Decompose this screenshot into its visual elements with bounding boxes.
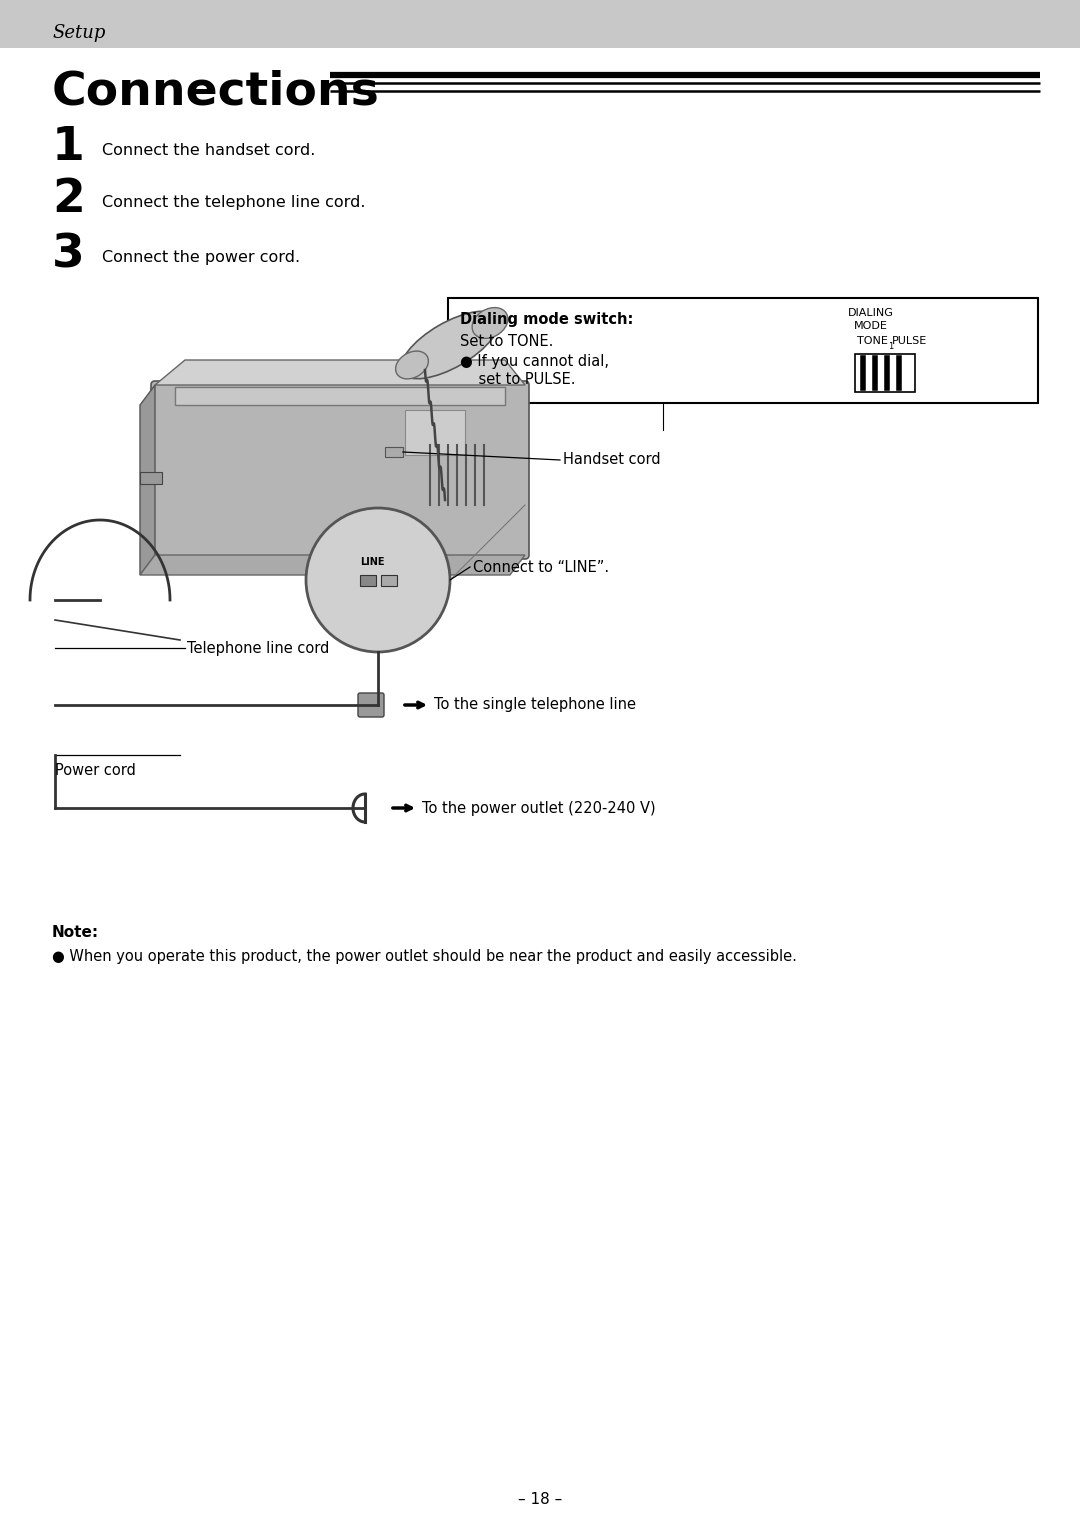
Text: 1: 1 <box>52 125 85 171</box>
Text: ● When you operate this product, the power outlet should be near the product and: ● When you operate this product, the pow… <box>52 949 797 964</box>
Bar <box>0 0 1080 47</box>
Text: Note:: Note: <box>52 924 99 940</box>
Bar <box>405 410 465 455</box>
Text: TONE: TONE <box>858 336 888 345</box>
FancyBboxPatch shape <box>151 380 529 559</box>
Bar <box>855 354 915 393</box>
Text: Telephone line cord: Telephone line cord <box>187 640 329 656</box>
Text: Set to TONE.: Set to TONE. <box>460 335 553 348</box>
Polygon shape <box>140 385 156 575</box>
Text: – 18 –: – 18 – <box>518 1493 562 1508</box>
Bar <box>140 472 162 484</box>
FancyBboxPatch shape <box>357 694 384 717</box>
Polygon shape <box>140 555 525 575</box>
Text: 2: 2 <box>52 177 85 223</box>
Bar <box>360 575 376 587</box>
Text: Connect the telephone line cord.: Connect the telephone line cord. <box>102 196 365 209</box>
Bar <box>175 387 505 405</box>
Text: Connect to “LINE”.: Connect to “LINE”. <box>473 559 609 575</box>
Text: Connect the handset cord.: Connect the handset cord. <box>102 144 315 157</box>
Polygon shape <box>156 361 525 385</box>
Text: ● If you cannot dial,: ● If you cannot dial, <box>460 354 609 368</box>
Ellipse shape <box>472 307 508 338</box>
Circle shape <box>306 507 450 652</box>
Text: DIALING: DIALING <box>848 309 894 318</box>
Bar <box>448 298 1038 403</box>
Ellipse shape <box>395 351 429 379</box>
Text: set to PULSE.: set to PULSE. <box>460 371 576 387</box>
Text: LINE: LINE <box>360 558 384 567</box>
Ellipse shape <box>401 312 499 379</box>
Text: 1: 1 <box>888 342 893 351</box>
Text: Connections: Connections <box>52 69 380 115</box>
Text: PULSE: PULSE <box>892 336 928 345</box>
Text: Setup: Setup <box>52 24 106 41</box>
Text: MODE: MODE <box>854 321 888 332</box>
Text: To the single telephone line: To the single telephone line <box>434 697 636 712</box>
Bar <box>384 448 403 457</box>
Bar <box>381 575 397 587</box>
Text: 3: 3 <box>52 232 84 278</box>
Text: Dialing mode switch:: Dialing mode switch: <box>460 312 633 327</box>
Text: Power cord: Power cord <box>55 762 136 778</box>
Text: Handset cord: Handset cord <box>563 452 661 468</box>
Text: To the power outlet (220-240 V): To the power outlet (220-240 V) <box>422 801 656 816</box>
Text: Connect the power cord.: Connect the power cord. <box>102 251 300 264</box>
